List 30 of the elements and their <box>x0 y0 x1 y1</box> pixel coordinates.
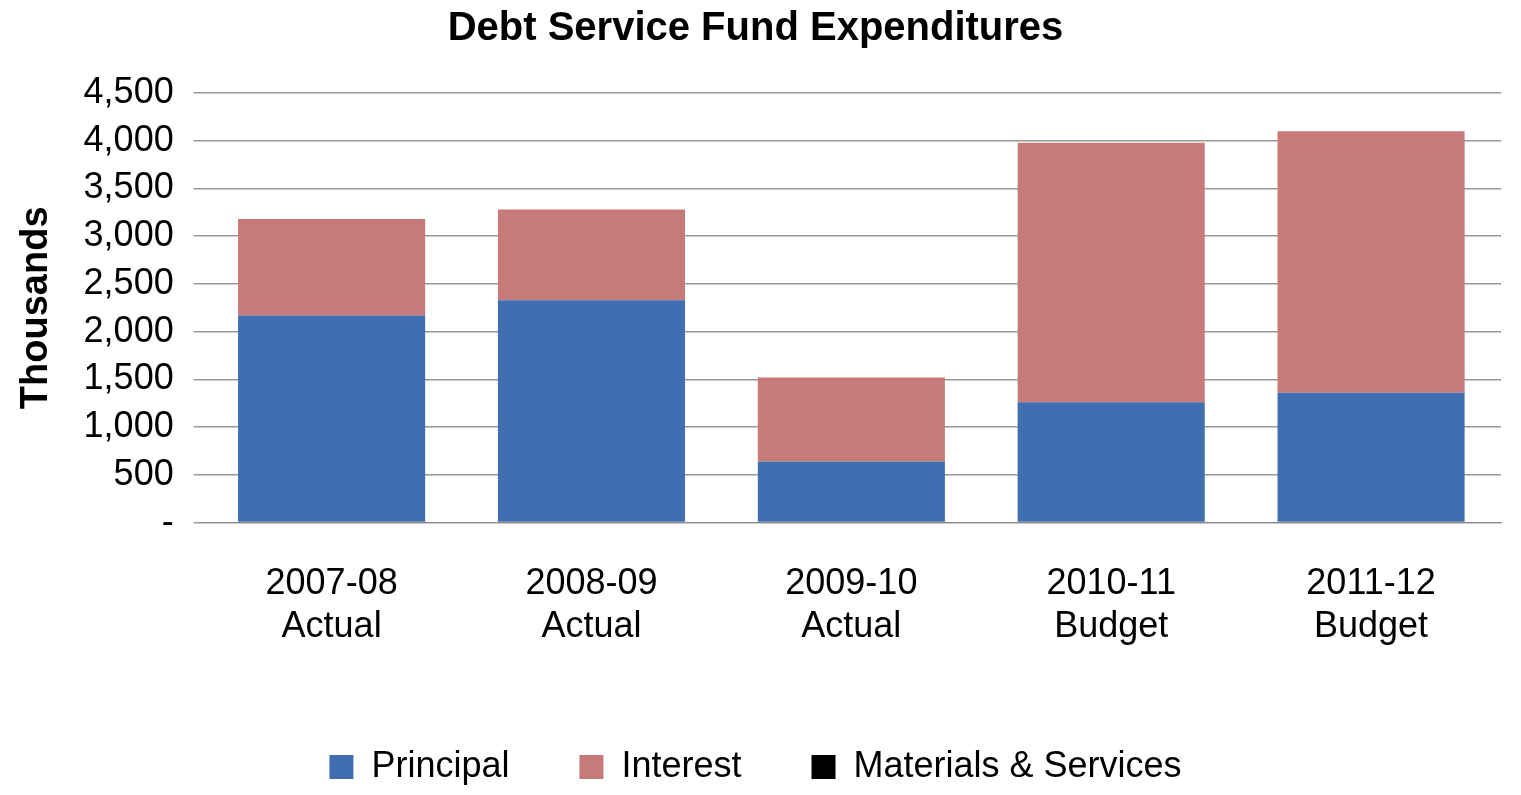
bar <box>238 219 426 316</box>
y-tick-label: 500 <box>113 451 174 493</box>
bar <box>1017 402 1205 522</box>
x-tick-label: 2007-08 Actual <box>265 561 398 646</box>
legend-label: Interest <box>621 743 742 785</box>
y-tick-label: - <box>161 499 174 541</box>
y-tick-label: 4,500 <box>83 69 174 111</box>
bar <box>757 377 945 462</box>
x-tick-label: 2010-11 Budget <box>1046 561 1176 646</box>
x-tick-label: 2011-12 Budget <box>1306 561 1436 646</box>
bar <box>1017 142 1205 403</box>
bar <box>238 315 426 522</box>
chart-title: Debt Service Fund Expenditures <box>447 4 1064 49</box>
y-tick-label: 2,500 <box>83 260 174 302</box>
bar <box>757 461 945 522</box>
legend-label: Materials & Services <box>853 743 1182 785</box>
x-tick-label: 2008-09 Actual <box>525 561 658 646</box>
y-tick-label: 1,500 <box>83 356 174 398</box>
x-tick-label: 2009-10 Actual <box>785 561 918 646</box>
y-axis-title: Thousands <box>13 206 56 410</box>
y-tick-label: 4,000 <box>83 117 174 159</box>
y-tick-label: 3,000 <box>83 213 174 255</box>
bar <box>497 209 686 301</box>
y-tick-label: 1,000 <box>83 404 174 446</box>
y-tick-label: 2,000 <box>83 308 174 350</box>
legend-label: Principal <box>371 743 510 785</box>
bar <box>1277 131 1465 393</box>
bar <box>497 300 686 522</box>
bar <box>1277 392 1465 522</box>
y-tick-label: 3,500 <box>83 165 174 207</box>
